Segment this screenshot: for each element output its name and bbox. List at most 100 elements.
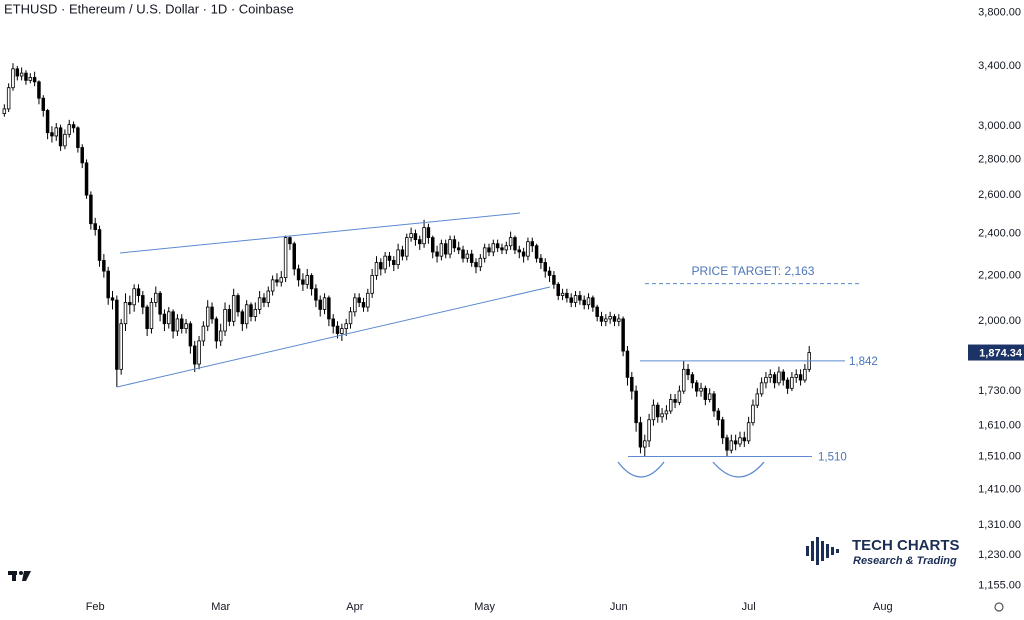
x-tick-label: Jul [742, 601, 756, 613]
candle-body [292, 243, 297, 270]
candle-body [617, 318, 621, 322]
candle-body [573, 295, 578, 303]
candle-body [742, 437, 747, 442]
candle-body [93, 223, 97, 230]
candle-body [625, 350, 630, 378]
candle-body [357, 297, 361, 303]
candle-body [500, 247, 504, 251]
candle-body [738, 437, 742, 445]
candle-body [288, 237, 292, 245]
candle-body [426, 227, 431, 239]
candle-body [578, 295, 582, 301]
candle-body [123, 302, 128, 325]
candle-body [54, 127, 58, 137]
candle-body [456, 247, 461, 251]
candle-body [781, 371, 785, 381]
candle-body [673, 399, 677, 403]
wedge-lower-line [116, 286, 551, 388]
y-tick-label: 1,310.00 [978, 519, 1021, 531]
candle-body [469, 253, 474, 263]
plot-area [2, 63, 811, 457]
candle-body [167, 311, 171, 325]
candle-body [755, 393, 760, 406]
candle-body [677, 390, 682, 403]
candle-body [790, 376, 794, 389]
candle-body [175, 318, 180, 332]
candle-body [180, 318, 184, 329]
x-tick-label: May [474, 601, 495, 613]
candle-body [58, 127, 63, 147]
y-tick-label: 2,000.00 [978, 315, 1021, 327]
y-tick-label: 2,200.00 [978, 269, 1021, 281]
candle-body [547, 270, 552, 276]
candle-body [76, 127, 80, 148]
candle-body [764, 376, 768, 384]
candle-body [630, 376, 634, 392]
candle-body [768, 374, 773, 378]
candle-body [491, 243, 496, 253]
candle-body [231, 295, 236, 322]
candle-body [141, 295, 145, 308]
candle-body [694, 382, 699, 392]
candle-body [71, 124, 76, 129]
level-label: 1,842 [849, 356, 878, 368]
candle-body [136, 288, 141, 296]
wedge-upper-line [119, 212, 521, 254]
candle-body [201, 325, 206, 342]
candle-body [257, 297, 262, 310]
candle-body [97, 229, 102, 261]
candle-body [41, 97, 46, 111]
candle-body [331, 318, 335, 327]
candle-body [110, 297, 115, 301]
candle-body [318, 299, 322, 310]
candle-body [772, 374, 777, 384]
settings-icon[interactable] [994, 602, 1004, 612]
candle-body [604, 318, 608, 322]
candle-body [115, 299, 119, 370]
candle-body [785, 379, 790, 389]
candle-body [664, 410, 669, 415]
candle-body [270, 279, 275, 292]
candle-body [266, 290, 271, 303]
candle-body [712, 393, 716, 412]
candle-body [197, 340, 201, 365]
candle-body [413, 233, 418, 241]
candle-body [309, 275, 314, 290]
y-tick-label: 3,000.00 [978, 120, 1021, 132]
candle-body [392, 259, 396, 266]
candle-body [63, 133, 67, 147]
candle-body [681, 368, 686, 392]
candle-body [435, 251, 439, 257]
candle-body [188, 323, 193, 347]
candle-body [366, 292, 370, 308]
candle-body [534, 245, 539, 259]
candle-body [387, 255, 392, 261]
candle-body [495, 243, 500, 249]
candle-body [314, 288, 318, 301]
candle-body [612, 316, 617, 322]
candle-body [379, 262, 383, 270]
y-tick-label: 3,800.00 [978, 6, 1021, 18]
candle-body [214, 318, 219, 342]
candle-body [102, 259, 106, 272]
candle-body [608, 316, 612, 320]
candle-body [158, 292, 162, 315]
candle-body [15, 68, 20, 77]
candle-body [24, 72, 28, 81]
candle-body [595, 306, 599, 317]
candle-body [794, 374, 798, 378]
candle-body [162, 313, 167, 325]
candle-body [699, 387, 703, 392]
candle-body [803, 368, 807, 381]
candle-body [236, 295, 240, 313]
candle-body [759, 382, 764, 395]
candle-body [184, 323, 188, 329]
candle-body [253, 309, 258, 317]
candle-body [2, 108, 7, 114]
candle-body [262, 297, 266, 303]
y-tick-label: 1,610.00 [978, 420, 1021, 432]
candle-body [374, 262, 379, 276]
candle-body [11, 68, 15, 89]
brand-tagline: Research & Trading [853, 555, 957, 567]
